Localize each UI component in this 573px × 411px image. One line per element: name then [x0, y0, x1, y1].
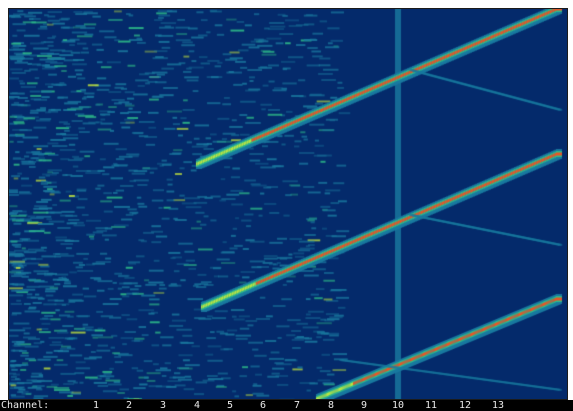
- channel-label-10: 10: [391, 400, 405, 411]
- channel-axis-label: Channel:: [1, 400, 50, 411]
- spectrogram-frame: [8, 8, 568, 400]
- channel-label-7: 7: [293, 400, 301, 411]
- channel-label-6: 6: [259, 400, 267, 411]
- channel-axis: Channel: 1 2 3 4 5 6 7 8 9 10 11 12 13: [0, 400, 573, 411]
- channel-label-12: 12: [458, 400, 472, 411]
- channel-label-4: 4: [193, 400, 201, 411]
- channel-label-11: 11: [424, 400, 438, 411]
- channel-label-1: 1: [92, 400, 100, 411]
- channel-label-9: 9: [360, 400, 368, 411]
- spectrogram-waterfall: [9, 9, 567, 399]
- channel-label-8: 8: [327, 400, 335, 411]
- channel-label-13: 13: [491, 400, 505, 411]
- channel-label-3: 3: [159, 400, 167, 411]
- channel-label-2: 2: [125, 400, 133, 411]
- channel-label-5: 5: [226, 400, 234, 411]
